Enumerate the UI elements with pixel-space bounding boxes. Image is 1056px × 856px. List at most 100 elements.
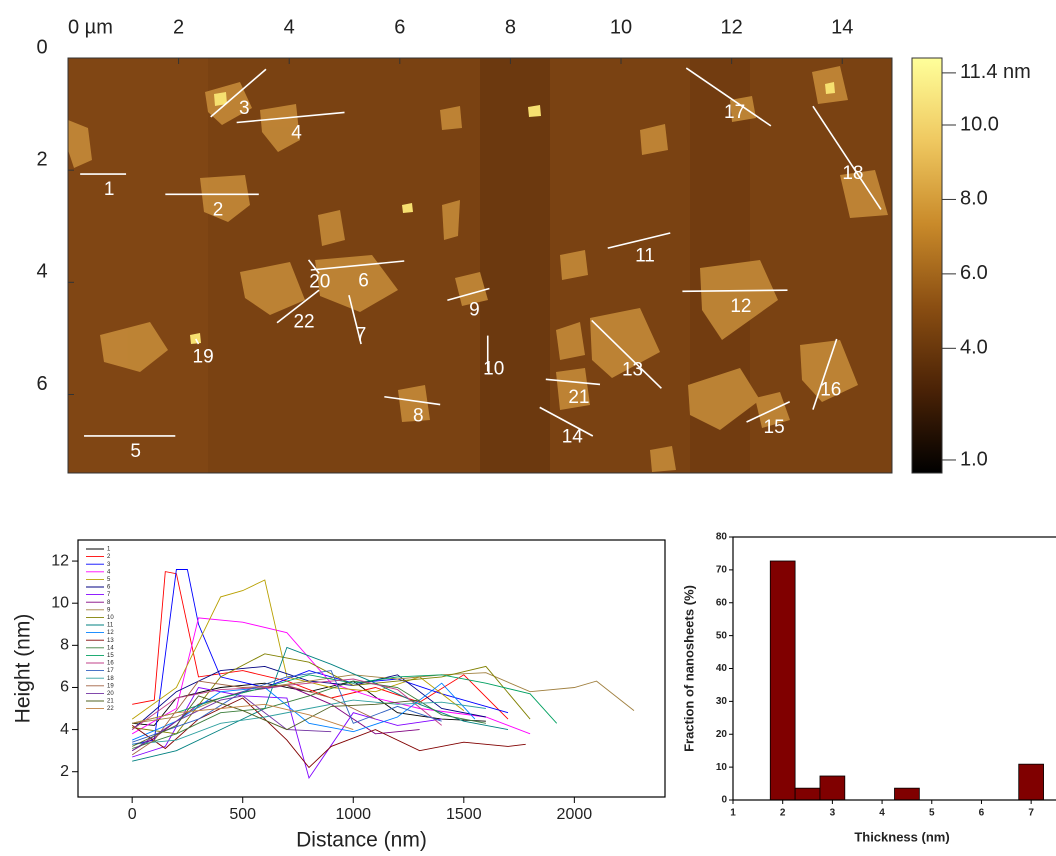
profile-label: 10 bbox=[483, 359, 504, 380]
afm-frame bbox=[67, 57, 893, 474]
profile-line bbox=[685, 67, 772, 127]
colorbar-tick-label: 10.0 bbox=[960, 113, 999, 135]
x-tick-label: 1 bbox=[730, 808, 736, 819]
legend-label: 15 bbox=[107, 653, 114, 659]
y-tick-label: 80 bbox=[716, 532, 728, 543]
x-tick-label: 0 µm bbox=[68, 16, 113, 38]
afm-shade bbox=[480, 58, 550, 473]
profile-series bbox=[132, 680, 486, 749]
profile-label: 20 bbox=[309, 272, 330, 293]
profile-label: 11 bbox=[635, 246, 655, 267]
histogram-bar bbox=[794, 787, 821, 801]
profile-series bbox=[131, 680, 376, 756]
x-axis-label: Thickness (nm) bbox=[854, 829, 949, 844]
x-tick-label: 6 bbox=[394, 16, 405, 38]
colorbar-tick-label: 8.0 bbox=[960, 188, 988, 210]
y-tick-label: 70 bbox=[716, 565, 728, 576]
legend-label: 12 bbox=[107, 630, 114, 636]
colorbar bbox=[911, 57, 943, 474]
profile-label: 3 bbox=[239, 98, 250, 119]
profile-line bbox=[384, 395, 441, 406]
profile-line bbox=[310, 260, 405, 271]
legend-label: 11 bbox=[107, 623, 114, 629]
y-tick-label: 4 bbox=[60, 721, 69, 738]
x-tick-label: 14 bbox=[831, 16, 853, 38]
legend-label: 16 bbox=[107, 661, 114, 667]
profile-line bbox=[447, 287, 490, 302]
colorbar-tick-label: 1.0 bbox=[960, 448, 988, 470]
y-tick-label: 60 bbox=[716, 597, 728, 608]
x-tick-label: 6 bbox=[979, 808, 985, 819]
profile-line bbox=[307, 259, 320, 274]
y-tick-label: 6 bbox=[36, 373, 47, 395]
colorbar-tick-label: 11.4 nm bbox=[960, 61, 1031, 83]
profile-label: 13 bbox=[622, 359, 643, 380]
legend-label: 5 bbox=[107, 577, 111, 583]
x-tick-label: 0 bbox=[128, 806, 137, 823]
x-tick-label: 500 bbox=[229, 806, 256, 823]
profile-line bbox=[682, 289, 788, 293]
colorbar-tick-label: 4.0 bbox=[960, 337, 988, 359]
profile-label: 18 bbox=[842, 163, 863, 184]
profile-label: 8 bbox=[413, 406, 424, 427]
profile-label: 17 bbox=[724, 102, 745, 123]
x-tick-label: 3 bbox=[830, 808, 836, 819]
profile-label: 12 bbox=[730, 296, 751, 317]
x-tick-label: 2000 bbox=[557, 806, 593, 823]
profile-line bbox=[545, 378, 601, 386]
legend-label: 21 bbox=[107, 699, 114, 705]
profile-series bbox=[132, 680, 486, 726]
profile-series bbox=[131, 697, 526, 769]
legend-label: 20 bbox=[107, 691, 114, 697]
legend-label: 6 bbox=[107, 585, 111, 591]
legend-label: 10 bbox=[107, 615, 114, 621]
y-tick-label: 40 bbox=[716, 663, 728, 674]
legend-label: 19 bbox=[107, 683, 114, 689]
legend-label: 13 bbox=[107, 638, 114, 644]
afm-bright-spots bbox=[190, 82, 835, 344]
y-axis-label: Fraction of nanosheets (%) bbox=[681, 585, 696, 752]
y-tick-label: 10 bbox=[716, 762, 728, 773]
legend-label: 8 bbox=[107, 600, 111, 606]
y-tick-label: 0 bbox=[721, 795, 727, 806]
profile-line bbox=[236, 111, 345, 124]
afm-shade bbox=[68, 58, 208, 473]
y-tick-label: 50 bbox=[716, 630, 728, 641]
legend-label: 22 bbox=[107, 706, 114, 712]
profile-series bbox=[132, 646, 509, 762]
legend-label: 4 bbox=[107, 569, 111, 575]
profile-series bbox=[132, 703, 354, 731]
profile-series bbox=[132, 670, 442, 743]
legend-label: 7 bbox=[107, 592, 111, 598]
x-axis-label: Distance (nm) bbox=[296, 829, 427, 852]
profile-label: 19 bbox=[193, 347, 214, 368]
y-tick-label: 30 bbox=[716, 696, 728, 707]
profile-label: 4 bbox=[291, 122, 302, 143]
legend-label: 2 bbox=[107, 554, 111, 560]
y-tick-label: 8 bbox=[60, 637, 69, 654]
x-tick-label: 2 bbox=[173, 16, 184, 38]
x-tick-label: 12 bbox=[720, 16, 742, 38]
histogram-bar bbox=[1018, 763, 1044, 801]
profile-line bbox=[210, 68, 267, 118]
y-tick-label: 0 bbox=[36, 36, 47, 58]
legend-label: 18 bbox=[107, 676, 114, 682]
plot-frame bbox=[77, 539, 666, 798]
legend-label: 17 bbox=[107, 668, 114, 674]
profile-label: 2 bbox=[213, 199, 224, 220]
profile-label: 7 bbox=[356, 325, 367, 346]
profile-label: 21 bbox=[568, 387, 589, 408]
legend-label: 3 bbox=[107, 562, 111, 568]
profile-series bbox=[132, 674, 558, 724]
afm-image bbox=[68, 58, 892, 473]
histogram-bar bbox=[769, 560, 796, 801]
profile-series bbox=[131, 617, 531, 735]
legend-label: 14 bbox=[107, 645, 114, 651]
profile-line bbox=[348, 295, 362, 345]
profile-series bbox=[131, 695, 332, 752]
profile-line bbox=[591, 319, 662, 389]
profile-label: 9 bbox=[469, 299, 480, 320]
y-tick-label: 4 bbox=[36, 261, 47, 283]
histogram-bar bbox=[819, 775, 846, 801]
